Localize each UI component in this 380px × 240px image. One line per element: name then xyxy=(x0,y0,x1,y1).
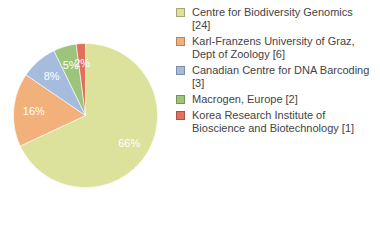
html-text:Canadian Centre for DNA Barcod: Canadian Centre for DNA Barcoding [3] xyxy=(192,64,370,89)
svg-text:16%: 16% xyxy=(23,105,45,117)
svg-text:8%: 8% xyxy=(44,70,60,82)
html-text:Macrogen, Europe [2]: Macrogen, Europe [2] xyxy=(192,93,298,105)
svg-text:2%: 2% xyxy=(74,57,90,69)
svg-text:5%: 5% xyxy=(62,59,79,72)
html-text:Karl-Franzens University of Gr: Karl-Franzens University of Graz, Dept o… xyxy=(192,35,355,60)
svg-text:66%: 66% xyxy=(118,137,140,149)
html-text:Centre for Biodiversity Genomi: Centre for Biodiversity Genomics [24] xyxy=(192,6,353,31)
html-text:Korea Research Institute of Bi: Korea Research Institute of Bioscience a… xyxy=(192,109,355,134)
